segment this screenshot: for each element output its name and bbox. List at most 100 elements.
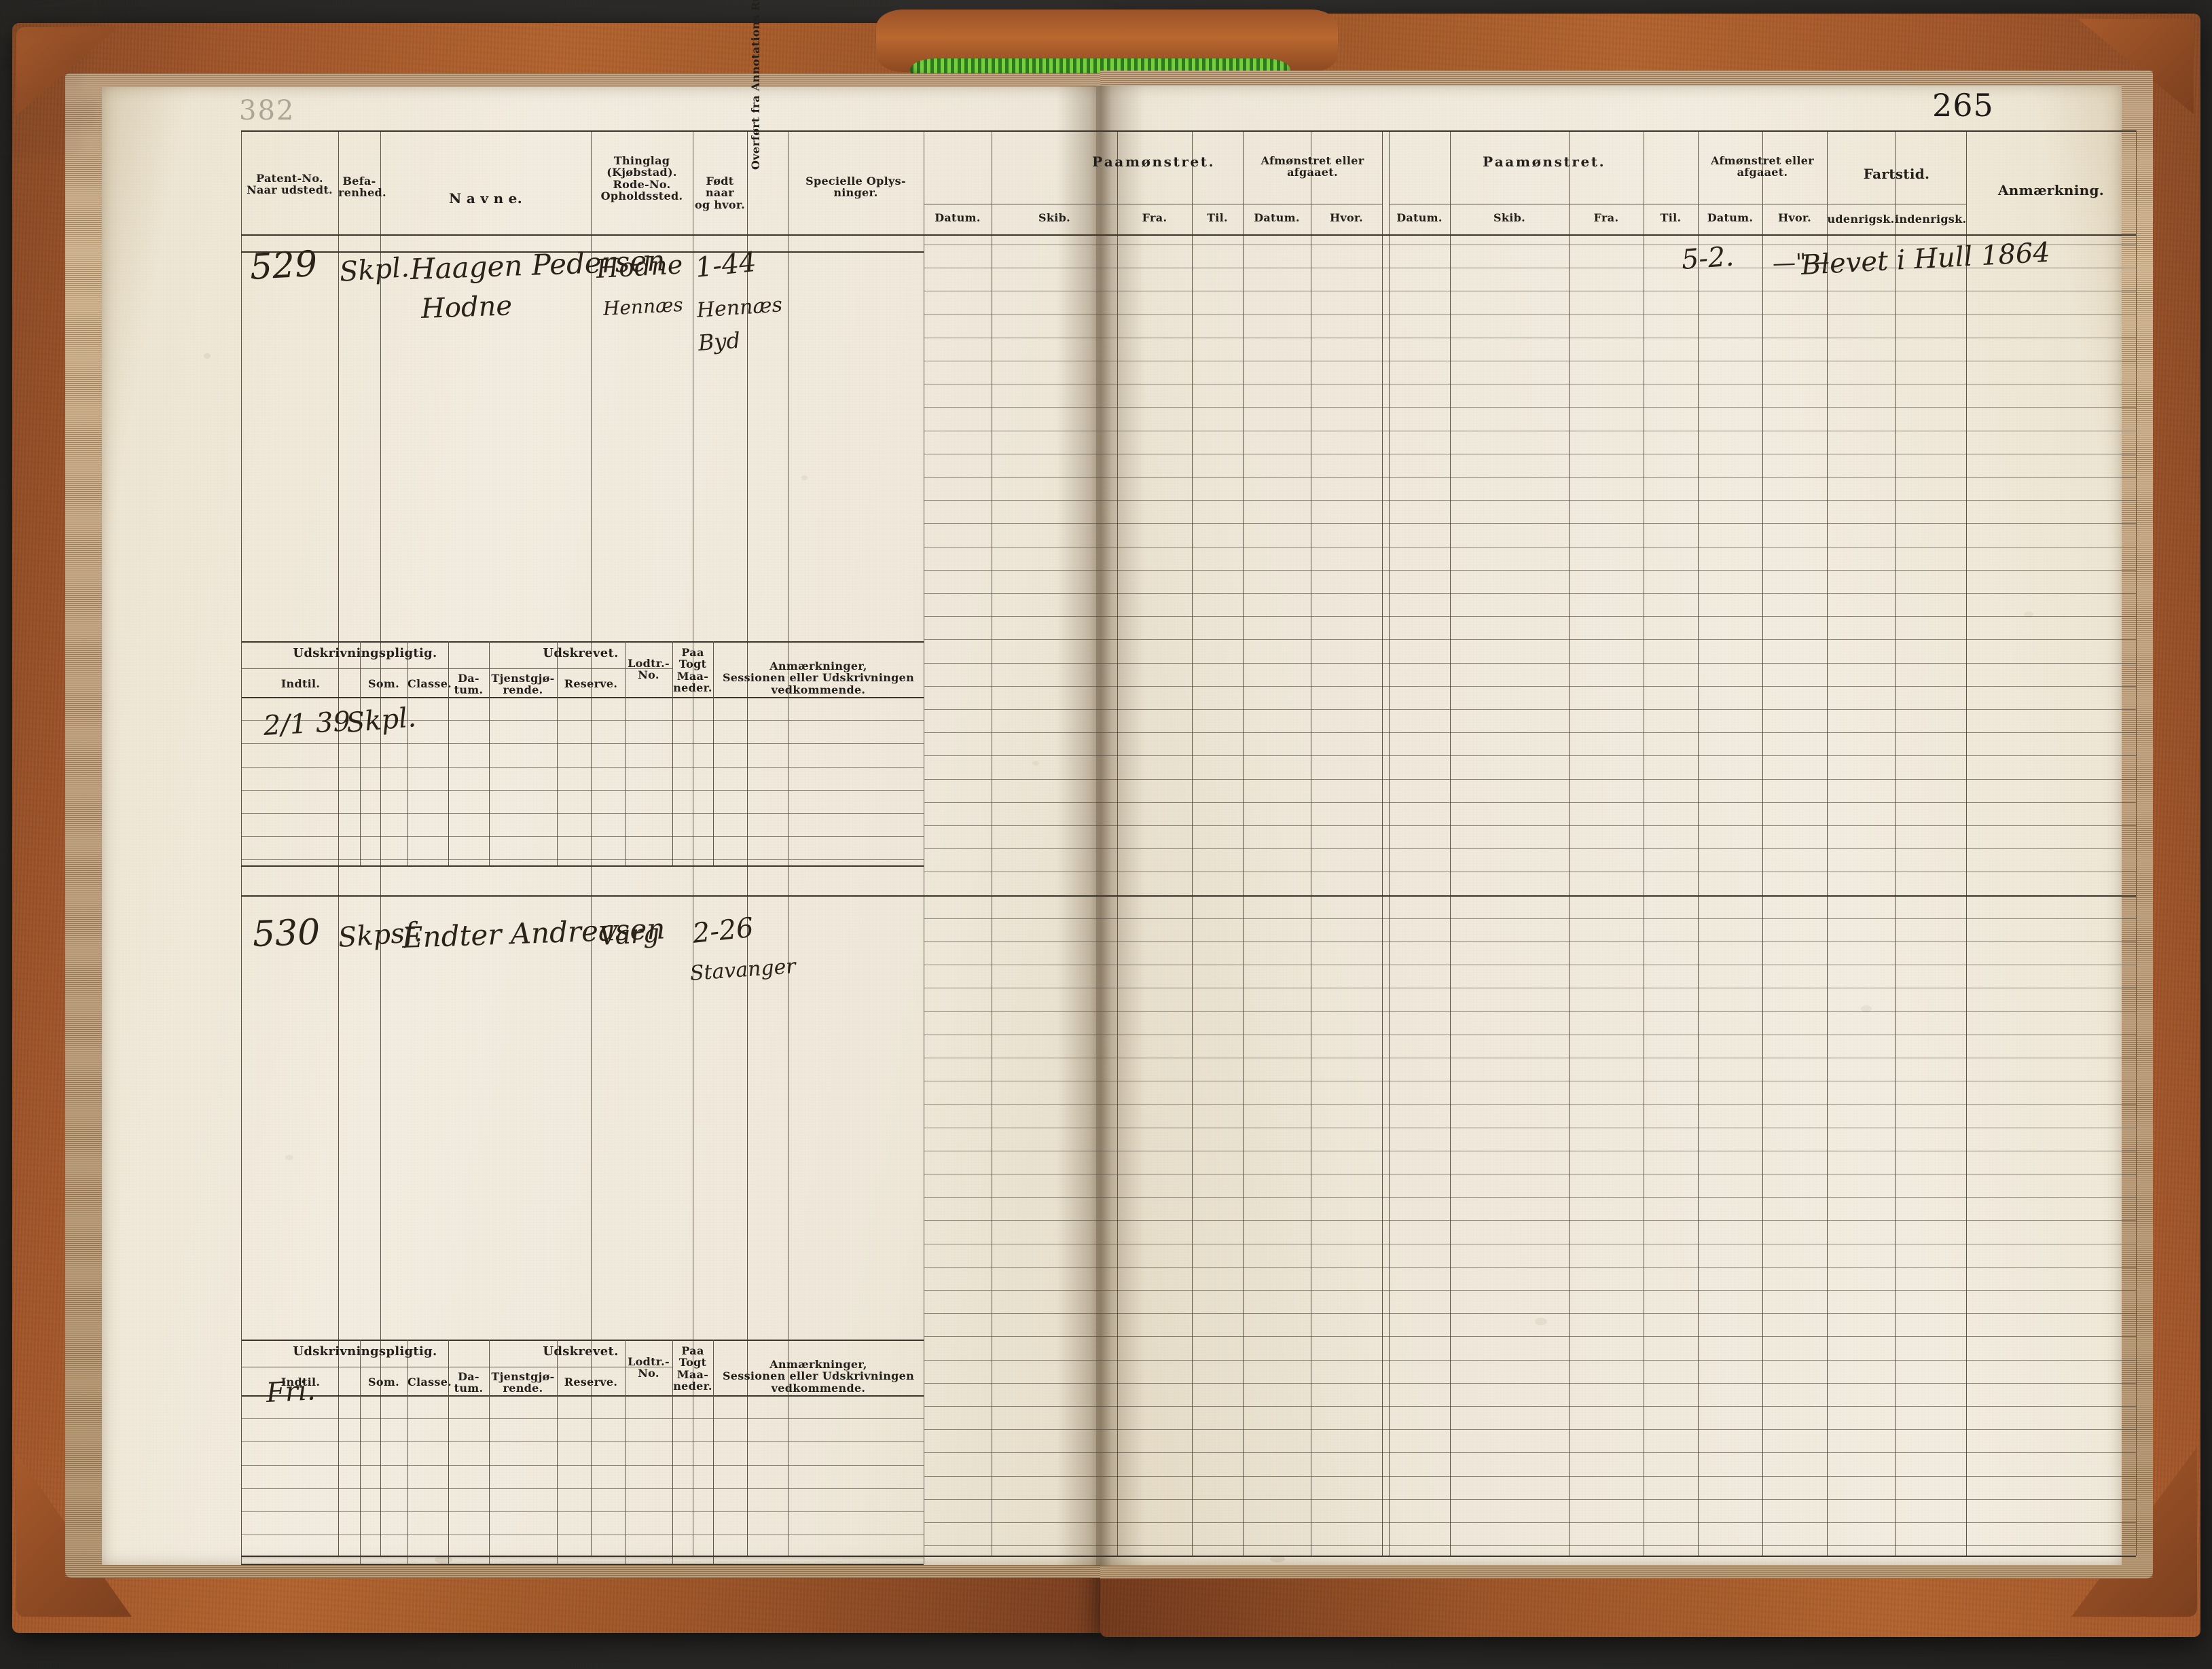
- grid-vline-21: [1895, 130, 1896, 1556]
- subtable-vline-1: [360, 641, 361, 865]
- entry-529-patent-no: 529: [249, 243, 319, 288]
- ruled-line-right: [924, 500, 2136, 501]
- subheader-paamonstret-1-1: Skib.: [1038, 211, 1070, 224]
- subtable-vline-5: [557, 1340, 558, 1564]
- ruled-line-left: [241, 1441, 924, 1442]
- entry-530-top-rule: [241, 895, 924, 897]
- page-number: 265: [1932, 87, 1994, 124]
- subheader-udskrivningspligtig: Udskrivningspligtig.: [293, 1344, 437, 1359]
- ruled-line-right: [924, 1360, 2136, 1361]
- header-overfort-fra-annotations-rulle-no: Overført fra Annotations Rulle No.: [749, 0, 762, 170]
- subheader-afmonstret-1-0: Datum.: [1254, 211, 1300, 224]
- faint-page-stamp: 382: [239, 95, 295, 126]
- ruled-line-right: [924, 825, 2136, 826]
- grid-vline-15: [1450, 130, 1451, 1556]
- entry-530-patent-no: 530: [251, 912, 321, 955]
- subcol-reserve: Reserve.: [564, 677, 618, 690]
- header-afmonstret-2: Afmønstret eller afgaaet.: [1711, 154, 1814, 179]
- subcol-indtil: Indtil.: [280, 1376, 321, 1388]
- subheader-udskrevet: Udskrevet.: [543, 646, 619, 660]
- grid-vline-5: [747, 130, 748, 1556]
- grid-vline-9: [1117, 130, 1118, 1556]
- entry-529-sub-indtil: 2/1 39: [262, 706, 352, 742]
- subtable-vline-3: [448, 1340, 449, 1564]
- subtable-bottom-border: [241, 1395, 924, 1397]
- subheader-paamonstret-2-3: Til.: [1660, 211, 1682, 224]
- subtable-vline-0: [241, 641, 242, 865]
- foxing-spot-8: [1032, 761, 1039, 766]
- grid-vline-20: [1827, 130, 1828, 1556]
- grid-vline-11: [1243, 130, 1244, 1556]
- ruled-line-right: [924, 477, 2136, 478]
- ruled-line-left: [241, 1488, 924, 1489]
- entry-529-anmaerkning: Blevet i Hull 1864: [1800, 236, 2051, 281]
- foxing-spot-4: [801, 475, 808, 480]
- subheader-paamonstret-2-0: Datum.: [1396, 211, 1443, 224]
- entry-529-fodt-line3: Byd: [697, 327, 742, 356]
- ruled-line-right: [924, 1522, 2136, 1523]
- subtable-group-split-b: [489, 668, 672, 669]
- header-navne: N a v n e.: [449, 190, 522, 207]
- ruled-line-right: [924, 755, 2136, 756]
- header-bottom-border: [241, 234, 2136, 236]
- ruled-line-left: [241, 720, 924, 721]
- header-thinglag: Thinglag (Kjøbstad). Rode-No. Opholdssted.: [600, 154, 683, 202]
- ruled-line-right: [924, 593, 2136, 594]
- subtable-bottom-border: [241, 697, 924, 698]
- ruled-line-right: [924, 918, 2136, 919]
- entry-529-sub-som: Skpl.: [344, 702, 418, 739]
- header-fodt-naar-og-hvor: Født naar og hvor.: [695, 175, 745, 211]
- ruled-line-right: [924, 709, 2136, 710]
- ruled-line-right: [924, 802, 2136, 803]
- subcol-datum: Da-tum.: [454, 1370, 484, 1395]
- subtable-top-border: [241, 1340, 924, 1341]
- subtable-data-bottom: [241, 865, 924, 867]
- grid-vline-23: [2136, 130, 2137, 1556]
- ruled-line-right: [924, 1545, 2136, 1546]
- foxing-spot-7: [1535, 1318, 1547, 1325]
- grid-vline-22: [1966, 130, 1967, 1556]
- subtable-vline-5: [557, 641, 558, 865]
- ruled-line-right: [924, 848, 2136, 849]
- ruled-line-right: [924, 1429, 2136, 1430]
- subtable-vline-7: [672, 641, 673, 865]
- subcol-indtil: Indtil.: [280, 677, 321, 690]
- subtable-vline-3: [448, 641, 449, 865]
- subtable-data-bottom: [241, 1564, 924, 1565]
- ruled-line-right: [924, 1313, 2136, 1314]
- ruled-line-right: [924, 1499, 2136, 1500]
- foxing-spot-2: [204, 353, 211, 359]
- grid-vline-3: [591, 130, 592, 1556]
- subheader-afmonstret-2-1: Hvor.: [1777, 211, 1812, 224]
- header-specielle-oplysninger: Specielle Oplys-ninger.: [805, 175, 906, 200]
- entry-530-sub-indtil: Fri.: [265, 1375, 316, 1409]
- pencil-smudge-4: [0, 122, 83, 160]
- subheader-paamonstret-1-3: Til.: [1207, 211, 1228, 224]
- subheader-fartstid-1: indenrigsk.: [1895, 213, 1967, 226]
- ruled-line-left: [241, 767, 924, 768]
- entry-529-fodt-line2: Hennæs: [695, 293, 784, 323]
- grid-bottom-border: [241, 1556, 2136, 1557]
- subheader-udskrevet: Udskrevet.: [543, 1344, 619, 1359]
- subcol-anmaerkninger: Anmærkninger, Sessionen eller Udskrivning…: [722, 660, 915, 696]
- ruled-line-right: [924, 570, 2136, 571]
- subheader-paamonstret-2-2: Fra.: [1593, 211, 1619, 224]
- ruled-line-right: [924, 547, 2136, 548]
- subtable-vline-8: [713, 1340, 714, 1564]
- ruled-line-right: [924, 1452, 2136, 1453]
- subtable-vline-1: [360, 1340, 361, 1564]
- grid-vline-19: [1762, 130, 1763, 1556]
- header-fartstid: Fartstid.: [1863, 166, 1930, 182]
- header-befarenhed: Befa-renhed.: [338, 175, 386, 200]
- header-paamonstret-2: P a a m ø n s t r e t .: [1483, 154, 1604, 170]
- subcol-tjenstgjorende: Tjenstgjø-rende.: [491, 672, 555, 697]
- header-patent-no: Patent-No. Naar udstedt.: [247, 172, 333, 197]
- subtable-vline-4: [489, 641, 490, 865]
- ruled-line-right: [924, 1336, 2136, 1337]
- grid-vline-1: [338, 130, 339, 1556]
- ruled-line-right: [924, 639, 2136, 640]
- subtable-vline-7: [672, 1340, 673, 1564]
- subtable-group-split-a: [241, 668, 489, 669]
